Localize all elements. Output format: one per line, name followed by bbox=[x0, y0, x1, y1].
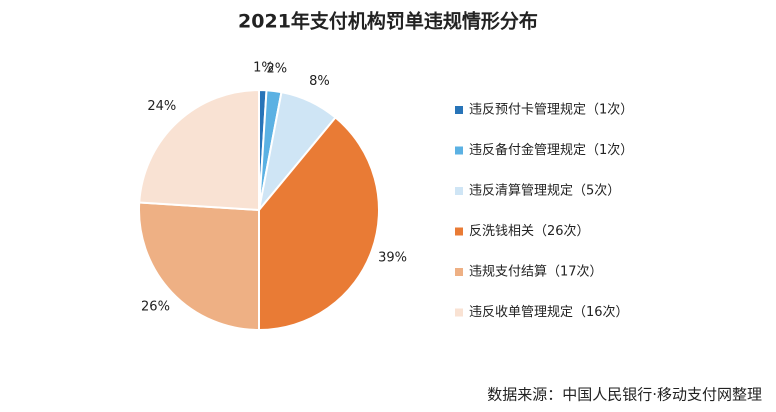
legend-swatch bbox=[455, 268, 463, 276]
legend-label: 违反收单管理规定（16次） bbox=[469, 304, 629, 320]
data-label: 1% bbox=[253, 61, 274, 76]
legend-swatch bbox=[455, 227, 463, 236]
legend-swatch bbox=[455, 106, 463, 114]
data-label: 2% bbox=[266, 62, 287, 77]
data-label: 24% bbox=[147, 99, 176, 114]
legend-label: 反洗钱相关（26次） bbox=[469, 223, 590, 239]
pie-slice bbox=[138, 201, 260, 332]
legend-label: 违规支付结算（17次） bbox=[469, 264, 603, 280]
pie-slice bbox=[138, 88, 260, 212]
data-label: 39% bbox=[378, 251, 407, 266]
legend-swatch bbox=[455, 146, 463, 155]
legend-swatch bbox=[455, 187, 463, 195]
data-label: 8% bbox=[309, 74, 330, 89]
pie-slice bbox=[258, 116, 380, 332]
legend-label: 违反备付金管理规定（1次） bbox=[469, 142, 633, 158]
chart-title: 2021年支付机构罚单违规情形分布 bbox=[238, 10, 538, 33]
source-note: 数据来源：中国人民银行·移动支付网整理 bbox=[487, 386, 762, 404]
legend-label: 违反预付卡管理规定（1次） bbox=[469, 102, 633, 118]
legend-swatch bbox=[455, 308, 463, 317]
legend-label: 违反清算管理规定（5次） bbox=[469, 183, 620, 199]
data-label: 26% bbox=[141, 300, 170, 315]
